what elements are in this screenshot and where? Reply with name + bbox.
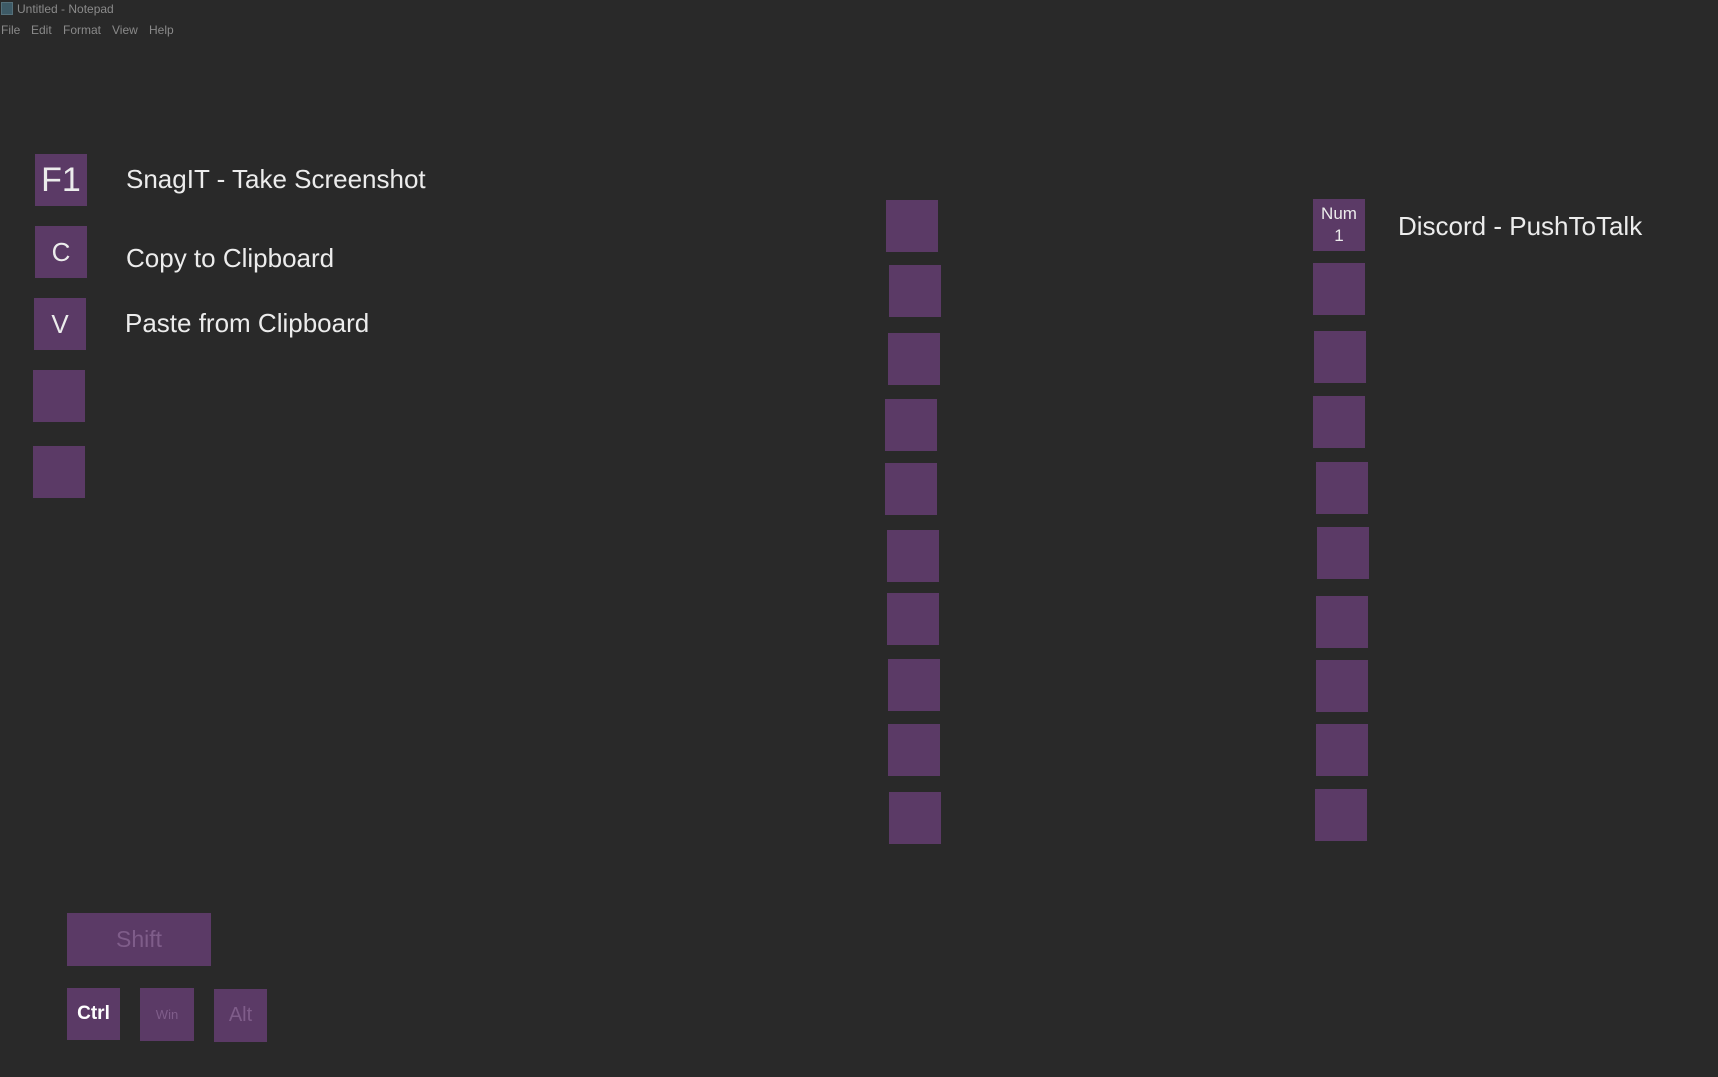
menu-file[interactable]: File xyxy=(1,23,21,37)
key-ctrl: Ctrl xyxy=(67,988,120,1040)
menu-help[interactable]: Help xyxy=(149,23,174,37)
key-empty-middle xyxy=(886,200,938,252)
key-empty-middle xyxy=(887,593,939,645)
binding-label-c: Copy to Clipboard xyxy=(126,243,335,273)
binding-label-v: Paste from Clipboard xyxy=(125,308,370,338)
window-title: Untitled - Notepad xyxy=(17,2,114,16)
key-empty-right xyxy=(1314,331,1366,383)
key-empty-left-4 xyxy=(33,370,85,422)
notepad-app-icon xyxy=(1,2,13,15)
key-num-1: Num 1 xyxy=(1313,199,1365,251)
key-empty-middle xyxy=(888,333,940,385)
key-empty-middle xyxy=(888,659,940,711)
key-empty-right xyxy=(1316,724,1368,776)
title-bar: Untitled - Notepad xyxy=(0,0,1718,18)
menu-format[interactable]: Format xyxy=(63,23,102,37)
key-win: Win xyxy=(140,988,194,1041)
key-empty-middle xyxy=(885,399,937,451)
binding-label-num-1: Discord - PushToTalk xyxy=(1398,211,1643,241)
key-empty-middle xyxy=(887,530,939,582)
key-empty-right xyxy=(1317,527,1369,579)
key-empty-middle xyxy=(888,724,940,776)
key-empty-right xyxy=(1315,789,1367,841)
key-f1: F1 xyxy=(35,154,87,206)
key-c: C xyxy=(35,226,87,278)
key-empty-right xyxy=(1316,660,1368,712)
key-empty-middle xyxy=(885,463,937,515)
binding-label-f1: SnagIT - Take Screenshot xyxy=(126,164,426,194)
key-empty-left-5 xyxy=(33,446,85,498)
key-v: V xyxy=(34,298,86,350)
menu-edit[interactable]: Edit xyxy=(31,23,52,37)
key-empty-right xyxy=(1313,396,1365,448)
menu-view[interactable]: View xyxy=(112,23,138,37)
key-empty-right xyxy=(1316,596,1368,648)
key-empty-right xyxy=(1316,462,1368,514)
key-shift: Shift xyxy=(67,913,211,966)
key-empty-middle xyxy=(889,265,941,317)
key-empty-middle xyxy=(889,792,941,844)
key-empty-right xyxy=(1313,263,1365,315)
key-alt: Alt xyxy=(214,989,267,1042)
